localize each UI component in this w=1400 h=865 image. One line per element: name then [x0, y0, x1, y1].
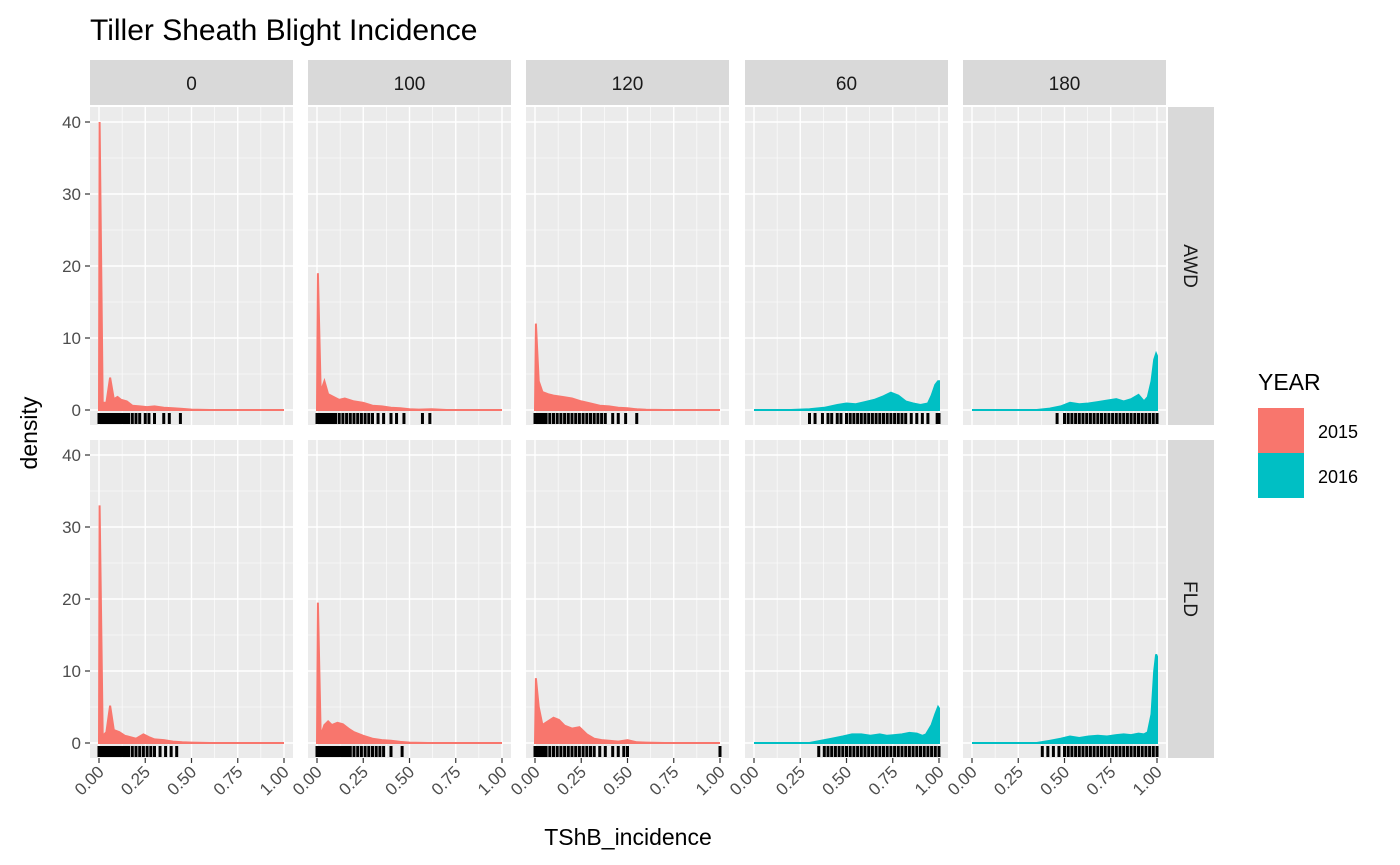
- panel-awd-120: [526, 107, 729, 425]
- legend-title: YEAR: [1258, 369, 1321, 395]
- density-area-2016: [754, 380, 940, 411]
- x-tick-label: 0.25: [117, 762, 154, 799]
- legend: YEAR 2015 2016: [1258, 369, 1358, 498]
- x-tick-label: 0.75: [1083, 762, 1120, 799]
- x-tick-label: 0.00: [726, 762, 763, 799]
- strip-col-label: 0: [186, 74, 197, 95]
- plot-title: Tiller Sheath Blight Incidence: [90, 14, 477, 47]
- panel-fld-180: 0.00 0.25 0.50 0.75 1.00: [944, 440, 1166, 799]
- panel-awd-60: [745, 107, 948, 425]
- strip-col-180: [963, 60, 1166, 105]
- x-tick-label: 1.00: [1129, 762, 1166, 799]
- density-area-2015: [97, 505, 284, 744]
- x-tick-label: 0.00: [289, 762, 326, 799]
- panel-awd-180: [963, 107, 1166, 425]
- x-tick-label: 0.50: [163, 762, 200, 799]
- x-tick-label: 0.75: [646, 762, 683, 799]
- strip-row-awd: [1168, 107, 1214, 425]
- panel-awd-100: [308, 107, 511, 425]
- y-tick-label: 40: [62, 446, 81, 465]
- x-tick-label: 0.50: [381, 762, 418, 799]
- legend-key-2016: [1258, 453, 1304, 498]
- x-tick-label: 0.50: [1036, 762, 1073, 799]
- x-tick-label: 0.25: [553, 762, 590, 799]
- x-tick-label: 0.75: [865, 762, 902, 799]
- panel-awd-0: 0 10 20 30 40: [62, 107, 293, 425]
- x-tick-label: 0.25: [772, 762, 809, 799]
- strip-col-label: 100: [394, 74, 426, 95]
- density-area-2016: [754, 704, 940, 744]
- y-tick-label: 30: [62, 185, 81, 204]
- panel-fld-60: 0.00 0.25 0.50 0.75 1.00: [726, 440, 948, 799]
- density-area-2015: [315, 273, 502, 411]
- x-tick-label: 1.00: [474, 762, 511, 799]
- x-tick-label: 0.00: [944, 762, 981, 799]
- legend-label-2016: 2016: [1318, 467, 1358, 487]
- x-tick-label: 0.00: [507, 762, 544, 799]
- strip-row-label: FLD: [1179, 581, 1200, 617]
- density-area-2015: [315, 602, 502, 744]
- density-area-2016: [972, 350, 1158, 411]
- x-tick-label: 0.75: [210, 762, 247, 799]
- panel-fld-120: 0.00 0.25 0.50 0.75 1.00: [507, 440, 729, 799]
- strip-col-120: [526, 60, 729, 105]
- density-area-2015: [533, 323, 720, 411]
- strip-row-label: AWD: [1179, 244, 1200, 288]
- y-tick-label: 40: [62, 113, 81, 132]
- y-tick-label: 10: [62, 662, 81, 681]
- y-tick-label: 10: [62, 329, 81, 348]
- strip-col-60: [745, 60, 948, 105]
- strip-col-label: 60: [836, 74, 857, 95]
- x-tick-label: 0.25: [335, 762, 372, 799]
- y-tick-label: 0: [72, 734, 81, 753]
- y-tick-label: 0: [72, 401, 81, 420]
- strip-row-fld: [1168, 440, 1214, 758]
- x-tick-label: 0.00: [71, 762, 108, 799]
- panel-fld-100: 0.00 0.25 0.50 0.75 1.00: [289, 440, 511, 799]
- legend-key-2015: [1258, 408, 1304, 453]
- y-tick-label: 20: [62, 257, 81, 276]
- legend-label-2015: 2015: [1318, 422, 1358, 442]
- x-tick-label: 0.25: [990, 762, 1027, 799]
- x-tick-label: 1.00: [692, 762, 729, 799]
- x-tick-label: 0.75: [428, 762, 465, 799]
- y-tick-label: 30: [62, 518, 81, 537]
- x-axis-title: TShB_incidence: [544, 824, 712, 850]
- density-area-2015: [97, 121, 284, 411]
- x-tick-label: 0.50: [818, 762, 855, 799]
- strip-col-label: 180: [1049, 74, 1081, 95]
- x-tick-label: 1.00: [256, 762, 293, 799]
- strip-col-0: [90, 60, 293, 105]
- strip-col-100: [308, 60, 511, 105]
- density-area-2016: [972, 654, 1158, 744]
- strip-col-label: 120: [612, 74, 644, 95]
- density-area-2015: [533, 678, 720, 744]
- x-tick-label: 1.00: [911, 762, 948, 799]
- y-axis-title: density: [16, 396, 42, 469]
- panel-fld-0: 0.00 0.25 0.50 0.75 1.00 0 10 20 30 40: [62, 440, 293, 799]
- x-tick-label: 0.50: [599, 762, 636, 799]
- y-tick-label: 20: [62, 590, 81, 609]
